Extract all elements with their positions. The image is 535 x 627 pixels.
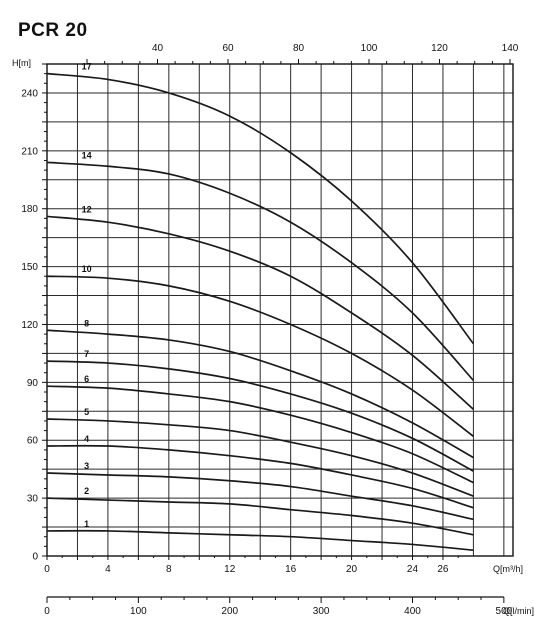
top-tick-label: 40 <box>152 43 164 54</box>
curve-14 <box>46 161 475 381</box>
lmin-tick-label: 400 <box>404 606 421 617</box>
top-tick-label: 80 <box>293 43 305 54</box>
plot-frame <box>46 63 514 557</box>
curve-label-5: 5 <box>84 407 89 417</box>
x-tick-label: 24 <box>407 564 419 575</box>
top-tick-label: 120 <box>431 43 448 54</box>
curve-1 <box>46 529 474 552</box>
y-axis-label: H[m] <box>12 58 31 68</box>
curve-4 <box>46 444 474 509</box>
y-tick-label: 30 <box>27 494 39 505</box>
performance-curves <box>46 72 475 552</box>
top-tick-label: 100 <box>361 43 378 54</box>
curve-12 <box>46 215 474 411</box>
top-tick-label: 140 <box>502 43 519 54</box>
lmin-axis-label: Q[l/min] <box>503 606 534 616</box>
curve-label-3: 3 <box>84 461 89 471</box>
grid <box>46 63 513 557</box>
chart-title: PCR 20 <box>18 20 88 41</box>
x-tick-label: 16 <box>285 564 297 575</box>
x-axis-label: Q[m³/h] <box>493 564 523 574</box>
x-tick-label: 26 <box>437 564 449 575</box>
top-tick-label: 60 <box>222 43 234 54</box>
curve-label-14: 14 <box>82 150 92 160</box>
y-tick-label: 0 <box>32 552 38 563</box>
lmin-tick-label: 0 <box>44 606 50 617</box>
lmin-tick-label: 500 <box>496 606 513 617</box>
lmin-tick-label: 100 <box>130 606 147 617</box>
curve-3 <box>46 472 474 521</box>
y-tick-label: 240 <box>21 88 38 99</box>
curve-labels: 17 14 12 10 8 7 6 5 4 3 2 1 <box>82 62 92 529</box>
x-tick-label: 8 <box>166 564 172 575</box>
curve-label-2: 2 <box>84 486 89 496</box>
curve-label-1: 1 <box>84 519 89 529</box>
curve-7 <box>46 360 474 472</box>
x-tick-label: 4 <box>105 564 111 575</box>
lmin-tick-label: 200 <box>221 606 238 617</box>
curve-label-8: 8 <box>84 318 89 328</box>
curve-label-10: 10 <box>82 264 92 274</box>
curve-label-7: 7 <box>84 349 89 359</box>
curve-5 <box>46 418 474 497</box>
curve-8 <box>46 329 474 459</box>
curve-2 <box>46 497 474 536</box>
x-tick-label: 0 <box>44 564 50 575</box>
curve-6 <box>46 385 474 484</box>
y-tick-label: 180 <box>21 204 38 215</box>
x-tick-label: 20 <box>346 564 358 575</box>
y-tick-label: 90 <box>27 378 39 389</box>
curve-label-12: 12 <box>82 204 92 214</box>
y-tick-label: 210 <box>21 146 38 157</box>
y-tick-label: 150 <box>21 262 38 273</box>
lmin-tick-label: 300 <box>313 606 330 617</box>
x-tick-label: 12 <box>224 564 236 575</box>
curve-label-4: 4 <box>84 434 89 444</box>
curve-label-17: 17 <box>82 62 92 72</box>
y-tick-label: 60 <box>27 436 39 447</box>
curve-10 <box>46 275 474 438</box>
curve-17 <box>46 72 475 345</box>
y-tick-label: 120 <box>21 320 38 331</box>
curve-label-6: 6 <box>84 374 89 384</box>
